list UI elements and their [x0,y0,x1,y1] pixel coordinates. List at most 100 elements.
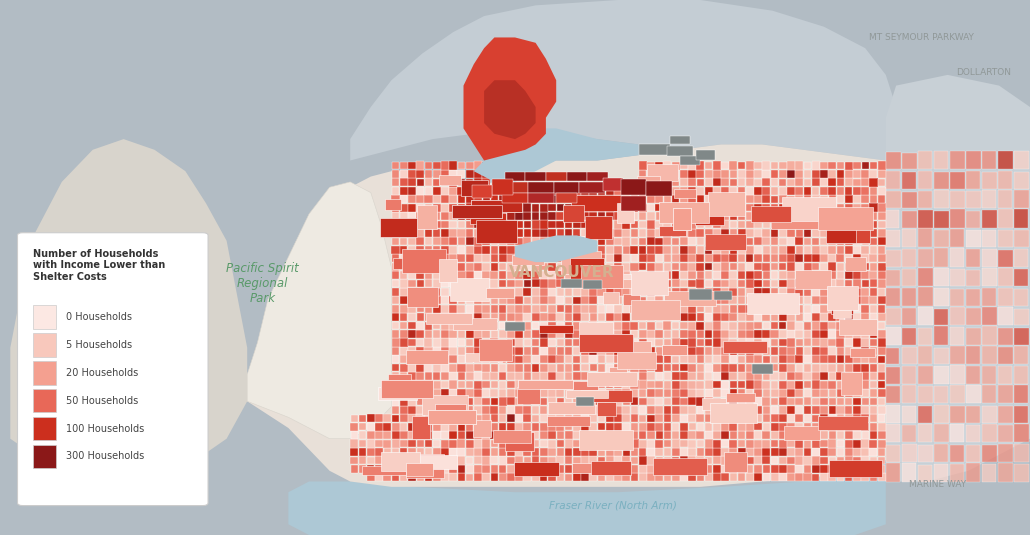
Bar [523,389,531,397]
Bar [705,431,713,439]
Bar [737,280,746,287]
Bar [688,465,696,473]
Bar [630,280,639,287]
Bar [853,338,861,347]
Bar [878,254,886,262]
Bar [622,372,630,380]
Bar [721,440,729,447]
Bar [836,322,845,330]
Bar [561,279,582,288]
Bar [499,237,507,246]
Bar [540,246,548,254]
Bar [622,288,630,296]
Bar [779,288,787,296]
Bar [721,355,729,363]
Bar [507,473,515,481]
Bar [391,457,400,464]
Bar [400,288,408,296]
Bar [688,415,696,422]
Bar [770,263,779,270]
Bar [585,216,612,239]
Bar [878,372,886,380]
Bar [490,406,499,414]
Bar [424,423,433,431]
Bar [486,288,514,297]
Bar [795,220,803,228]
Bar [391,473,400,482]
Bar [746,406,754,414]
Bar [33,333,56,357]
Bar [672,338,680,347]
Bar [655,431,663,439]
Bar [672,179,680,186]
Bar [696,305,705,312]
Bar [812,263,820,271]
Bar [934,151,948,169]
Bar [845,229,853,237]
Bar [408,339,416,346]
Bar [878,406,886,414]
Bar [622,296,630,304]
Bar [540,187,548,195]
Bar [449,263,457,271]
Bar [680,347,688,355]
Bar [639,364,647,372]
Bar [820,195,828,203]
Bar [878,170,886,178]
Bar [647,170,655,178]
Bar [466,389,474,397]
Bar [515,271,523,279]
Bar [548,229,556,237]
Bar [540,204,548,211]
Bar [762,195,770,203]
Polygon shape [288,476,886,535]
Bar [474,415,482,422]
Bar [982,268,997,286]
Bar [746,187,754,195]
Bar [391,220,400,228]
Bar [482,279,490,287]
Bar [623,294,640,305]
Bar [795,238,803,245]
Bar [566,172,587,181]
Bar [589,254,597,262]
Bar [614,271,622,279]
Bar [721,314,729,321]
Bar [828,448,836,456]
Bar [713,305,721,312]
Bar [918,366,933,384]
Bar [474,296,482,304]
Bar [713,431,721,439]
Bar [696,465,705,473]
Bar [589,238,597,246]
Bar [597,238,606,245]
Bar [762,288,770,296]
Bar [853,179,861,186]
Bar [408,398,416,406]
Bar [746,263,754,271]
Bar [820,254,828,262]
Bar [639,238,647,245]
Bar [548,279,556,288]
Bar [449,448,457,456]
Bar [779,389,787,397]
Bar [416,187,424,195]
Bar [878,330,886,338]
Bar [531,288,540,296]
Bar [869,296,878,304]
Bar [33,305,56,329]
Bar [540,414,548,423]
Bar [597,212,606,220]
Bar [696,212,705,220]
Bar [457,304,466,313]
Bar [853,355,861,363]
Bar [982,210,997,228]
Bar [573,448,581,456]
Bar [688,456,696,464]
Bar [457,398,466,406]
Bar [705,439,713,448]
Bar [770,330,779,338]
Bar [589,398,597,405]
Bar [639,212,647,220]
Bar [721,271,729,279]
